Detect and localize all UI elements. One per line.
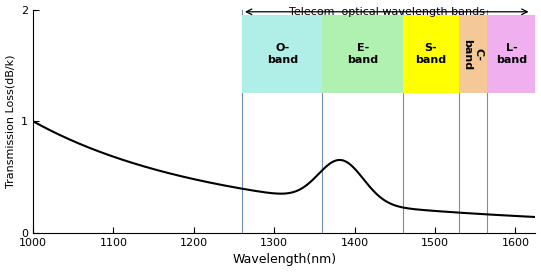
Text: Telecom  optical wavelength bands: Telecom optical wavelength bands [289, 7, 485, 17]
FancyBboxPatch shape [487, 15, 536, 93]
Y-axis label: Transmission Loss(dB/k): Transmission Loss(dB/k) [5, 55, 16, 188]
FancyBboxPatch shape [459, 15, 487, 93]
X-axis label: Wavelength(nm): Wavelength(nm) [232, 254, 337, 267]
Text: S-
band: S- band [415, 44, 446, 65]
Text: C-
band: C- band [463, 39, 484, 70]
Text: O-
band: O- band [267, 44, 298, 65]
Text: L-
band: L- band [496, 44, 527, 65]
FancyBboxPatch shape [403, 15, 459, 93]
FancyBboxPatch shape [242, 15, 322, 93]
Text: E-
band: E- band [347, 44, 378, 65]
FancyBboxPatch shape [322, 15, 403, 93]
